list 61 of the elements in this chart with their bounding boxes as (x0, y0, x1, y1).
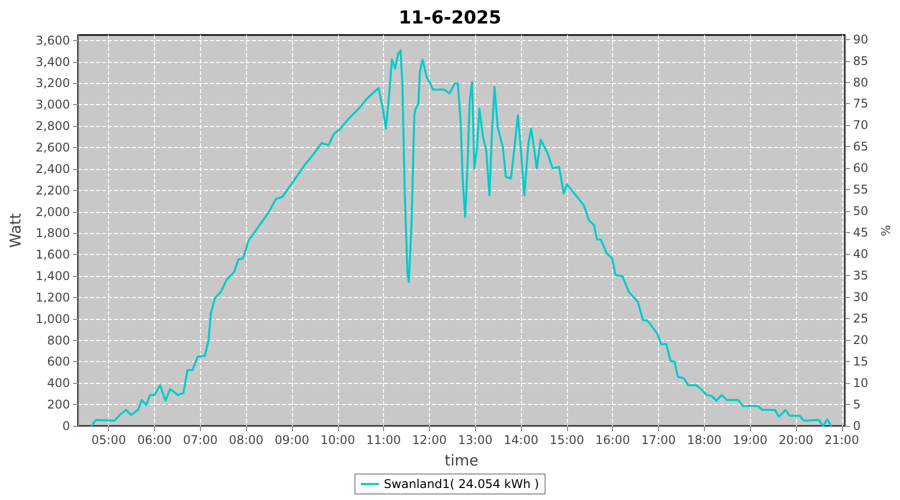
x-tick-label: 08:00 (228, 433, 264, 447)
y2-tick-label: 40 (853, 247, 868, 262)
x-tick-label: 20:00 (778, 433, 814, 447)
x-tick-label: 18:00 (687, 433, 722, 447)
x-tick-label: 09:00 (274, 433, 310, 447)
y-tick-label: 2,400 (36, 162, 70, 176)
y2-axis-title: % (879, 224, 893, 236)
x-tick-label: 21:00 (824, 433, 860, 447)
x-tick-label: 05:00 (91, 433, 126, 447)
legend-label: Swanland1( 24.054 kWh ) (384, 477, 540, 491)
y-tick-label: 1,600 (36, 248, 70, 262)
y2-tick-label: 50 (853, 204, 868, 218)
x-axis-title: time (444, 452, 478, 470)
y-tick-label: 3,400 (36, 54, 70, 69)
y-tick-label: 3,200 (36, 76, 70, 90)
y-tick-label: 2,600 (36, 140, 70, 154)
y-tick-label: 2,800 (36, 119, 70, 134)
y-tick-label: 1,400 (36, 269, 70, 284)
y2-tick-label: 20 (853, 333, 868, 348)
x-tick-label: 06:00 (137, 433, 172, 447)
y2-tick-label: 60 (853, 161, 868, 176)
x-tick-label: 13:00 (458, 433, 493, 447)
y2-tick-label: 90 (853, 32, 868, 46)
y-tick-label: 2,200 (36, 183, 70, 198)
line-series (90, 49, 832, 427)
y2-tick-label: 45 (853, 226, 868, 240)
y-tick-label: 3,000 (36, 98, 70, 112)
y2-tick-label: 55 (853, 182, 868, 197)
y2-tick-label: 80 (853, 75, 868, 90)
y2-tick-label: 0 (853, 419, 861, 433)
x-tick-label: 07:00 (183, 433, 218, 447)
chart-title: 11-6-2025 (398, 8, 502, 28)
y2-tick-label: 70 (853, 118, 868, 132)
y-tick-label: 0 (62, 419, 70, 433)
y-tick-label: 400 (47, 376, 70, 390)
x-tick-label: 16:00 (595, 433, 630, 447)
y-tick-label: 600 (47, 354, 70, 369)
y2-tick-label: 10 (853, 376, 868, 390)
x-tick-label: 15:00 (550, 433, 584, 447)
y2-tick-label: 85 (853, 54, 868, 68)
y-axis-title: Watt (6, 212, 24, 248)
y2-tick-label: 35 (853, 268, 868, 283)
x-tick-label: 17:00 (641, 433, 676, 447)
y-tick-label: 1,200 (36, 290, 70, 304)
y-tick-label: 3,600 (36, 33, 70, 48)
x-tick-label: 14:00 (504, 433, 538, 447)
y-tick-label: 200 (47, 398, 70, 412)
x-tick-label: 10:00 (320, 433, 356, 447)
y-tick-label: 1,000 (36, 312, 70, 326)
x-tick-label: 12:00 (412, 433, 447, 447)
y2-tick-label: 15 (853, 354, 868, 369)
y2-tick-label: 30 (853, 290, 868, 304)
x-tick-label: 19:00 (732, 433, 768, 447)
y2-tick-label: 75 (853, 96, 868, 111)
y-tick-label: 800 (47, 333, 70, 348)
y2-tick-label: 25 (853, 312, 868, 326)
y-tick-label: 1,800 (36, 226, 70, 240)
y-tick-label: 2,000 (36, 204, 70, 219)
x-tick-label: 11:00 (366, 433, 401, 447)
y2-tick-label: 65 (853, 140, 868, 154)
y2-tick-label: 5 (853, 398, 861, 412)
